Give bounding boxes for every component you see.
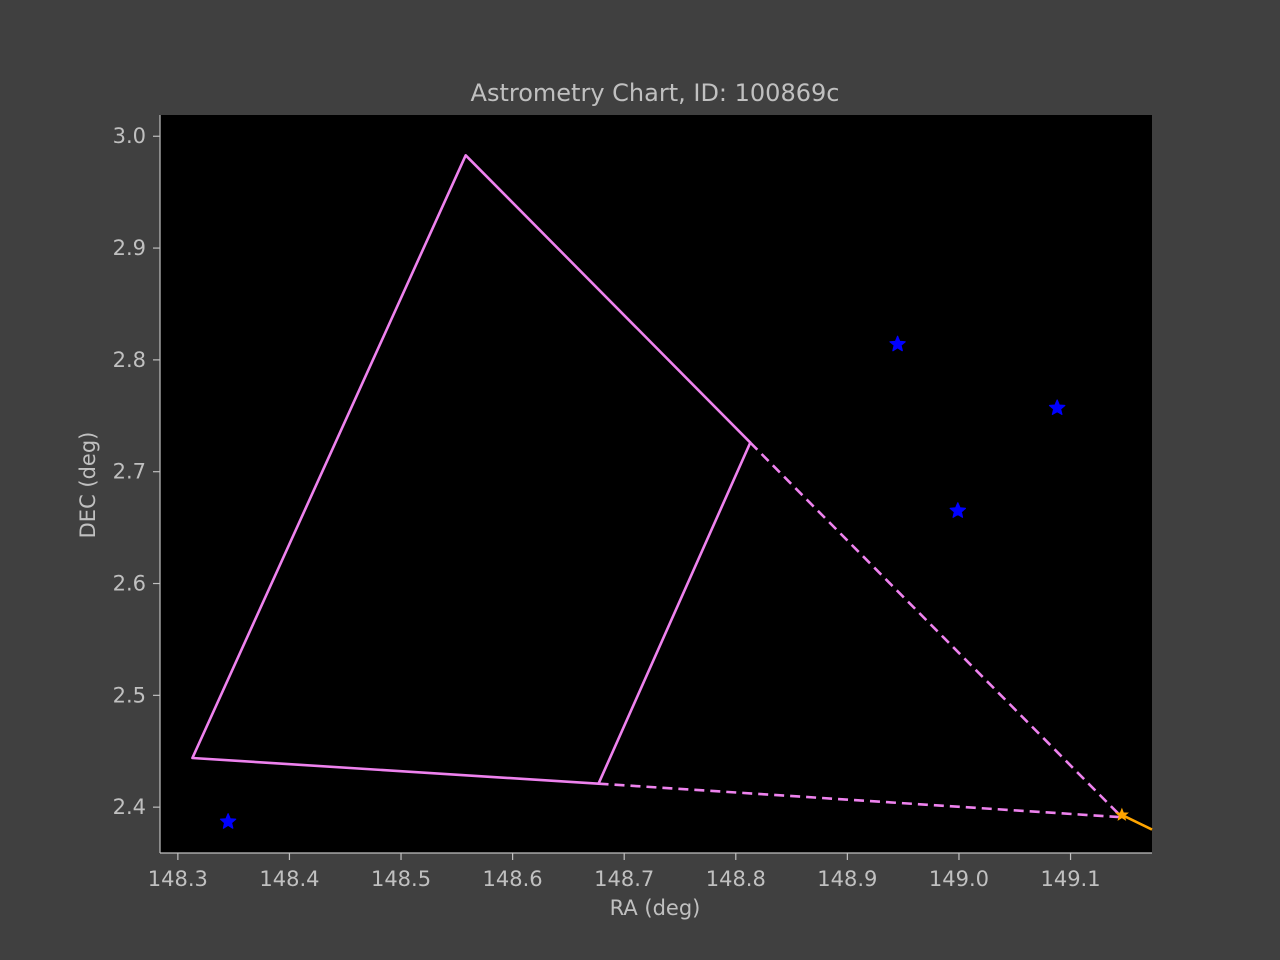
x-tick-label: 148.8 [706,867,766,891]
y-tick-label: 2.7 [113,460,146,484]
chart-title: Astrometry Chart, ID: 100869c [471,79,840,107]
x-tick-label: 149.1 [1040,867,1100,891]
star-marker [1048,399,1066,415]
star-marker [889,335,906,352]
x-tick-label: 149.0 [929,867,989,891]
y-tick-label: 3.0 [113,124,146,148]
y-tick-label: 2.4 [113,795,146,819]
star-marker [219,813,237,829]
x-tick-label: 148.7 [594,867,654,891]
plot-area [160,115,1152,853]
field-of-view-layer [191,154,1123,819]
projection-line [749,441,1123,819]
target-layer [1114,807,1153,831]
x-tick-label: 148.6 [483,867,543,891]
x-axis-label: RA (deg) [610,896,701,920]
projection-line [598,782,1122,819]
y-tick-label: 2.8 [113,348,146,372]
x-tick-label: 148.4 [259,867,319,891]
star-marker [949,502,967,518]
y-tick-label: 2.5 [113,683,146,707]
target-marker [1114,807,1129,821]
stars-layer [219,335,1066,829]
y-axis-label: DEC (deg) [76,432,100,539]
x-ticks: 148.3 148.4 148.5 148.6 148.7 148.8 148.9 149.0… [148,853,1101,891]
y-tick-label: 2.9 [113,236,146,260]
field-of-view-polygon [191,154,752,786]
target-trajectory [1121,813,1153,831]
y-tick-label: 2.6 [113,572,146,596]
y-ticks: 2.4 2.5 2.6 2.7 2.8 2.9 3.0 [113,124,160,819]
x-tick-label: 148.3 [148,867,208,891]
x-tick-label: 148.5 [371,867,431,891]
x-tick-label: 148.9 [817,867,877,891]
